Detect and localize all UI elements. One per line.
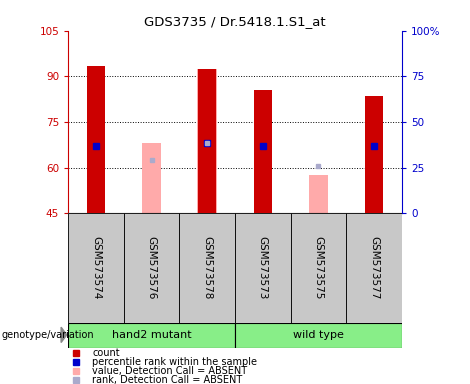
Text: rank, Detection Call = ABSENT: rank, Detection Call = ABSENT (92, 374, 243, 384)
Bar (290, 213, 346, 323)
Text: GSM573578: GSM573578 (202, 236, 212, 300)
Text: percentile rank within the sample: percentile rank within the sample (92, 357, 257, 367)
Bar (68, 323, 235, 348)
Bar (198, 69, 216, 213)
Text: count: count (92, 348, 120, 358)
Text: GSM573574: GSM573574 (91, 236, 101, 300)
Bar (87, 66, 105, 213)
Text: hand2 mutant: hand2 mutant (112, 330, 191, 340)
Text: genotype/variation: genotype/variation (1, 330, 94, 340)
Bar (309, 175, 328, 213)
Bar (235, 323, 402, 348)
Text: value, Detection Call = ABSENT: value, Detection Call = ABSENT (92, 366, 247, 376)
Text: wild type: wild type (293, 330, 344, 340)
Bar (180, 213, 235, 323)
Bar (197, 69, 217, 213)
Bar (68, 213, 124, 323)
Text: GSM573575: GSM573575 (313, 236, 323, 300)
Bar (235, 213, 290, 323)
Bar (365, 96, 383, 213)
Bar (142, 143, 161, 213)
Polygon shape (61, 327, 67, 343)
Text: GSM573573: GSM573573 (258, 236, 268, 300)
Bar (254, 90, 272, 213)
Text: GSM573576: GSM573576 (147, 236, 157, 300)
Bar (124, 213, 180, 323)
Title: GDS3735 / Dr.5418.1.S1_at: GDS3735 / Dr.5418.1.S1_at (144, 15, 326, 28)
Text: GSM573577: GSM573577 (369, 236, 379, 300)
Bar (346, 213, 402, 323)
